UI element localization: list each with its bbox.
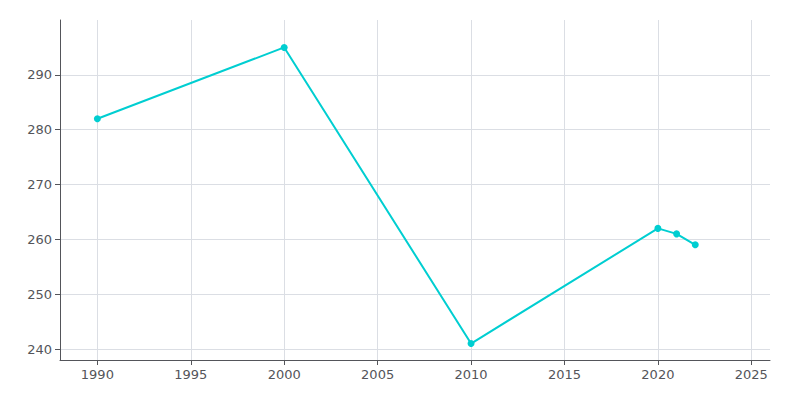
svg-text:240: 240 xyxy=(27,342,52,357)
svg-text:1990: 1990 xyxy=(81,367,114,382)
svg-text:260: 260 xyxy=(27,232,52,247)
svg-text:1995: 1995 xyxy=(174,367,207,382)
svg-text:290: 290 xyxy=(27,67,52,82)
svg-text:2010: 2010 xyxy=(455,367,488,382)
svg-text:2015: 2015 xyxy=(548,367,581,382)
svg-text:2005: 2005 xyxy=(361,367,394,382)
svg-text:2025: 2025 xyxy=(735,367,768,382)
svg-text:280: 280 xyxy=(27,122,52,137)
svg-text:2000: 2000 xyxy=(268,367,301,382)
svg-text:2020: 2020 xyxy=(641,367,674,382)
svg-text:250: 250 xyxy=(27,287,52,302)
svg-text:270: 270 xyxy=(27,177,52,192)
